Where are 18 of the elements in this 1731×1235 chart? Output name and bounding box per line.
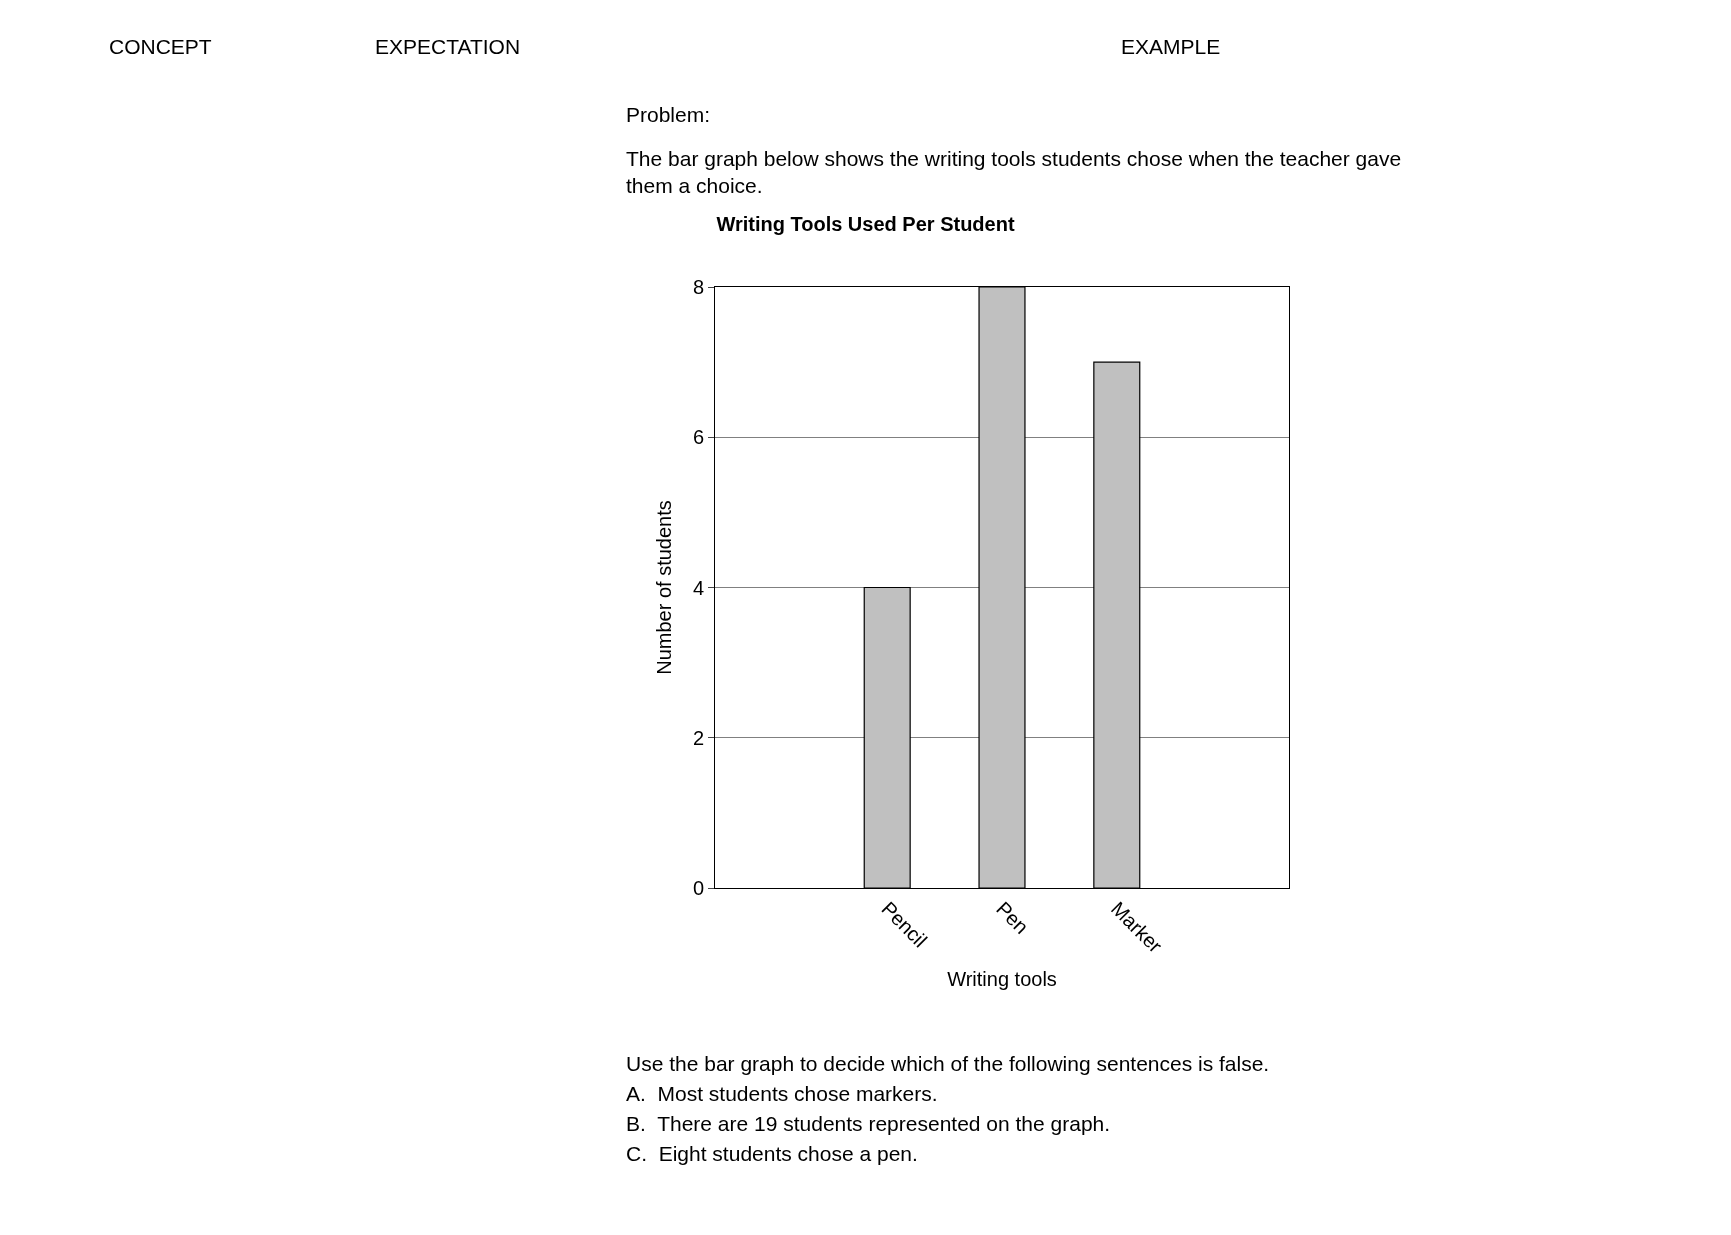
x-axis-title: Writing tools xyxy=(947,967,1057,990)
y-tick-label: 4 xyxy=(692,576,704,599)
y-tick-label: 0 xyxy=(692,877,704,899)
text: Use the bar graph to decide which of the following sentences is false. xyxy=(626,1052,1270,1075)
y-tick-label: 2 xyxy=(692,726,704,749)
y-tick-label: 6 xyxy=(692,426,704,449)
chart-title: Writing Tools Used Per Student xyxy=(716,213,1015,235)
text: CONCEPT xyxy=(109,35,212,58)
y-axis-title: Number of students xyxy=(653,500,676,675)
text: EXPECTATION xyxy=(375,35,521,58)
text: B. There are 19 students represented on the graph. xyxy=(626,1112,1111,1135)
text: Problem: xyxy=(626,103,711,126)
text: EXAMPLE xyxy=(1121,35,1221,58)
text: The bar graph below shows the writing tools students chose when the teacher gave them a choice. xyxy=(626,147,1402,198)
text: C. Eight students chose a pen. xyxy=(626,1142,918,1165)
y-tick-label: 8 xyxy=(692,276,704,298)
x-tick-label: Pen xyxy=(992,897,1033,939)
text: A. Most students chose markers. xyxy=(626,1082,938,1105)
